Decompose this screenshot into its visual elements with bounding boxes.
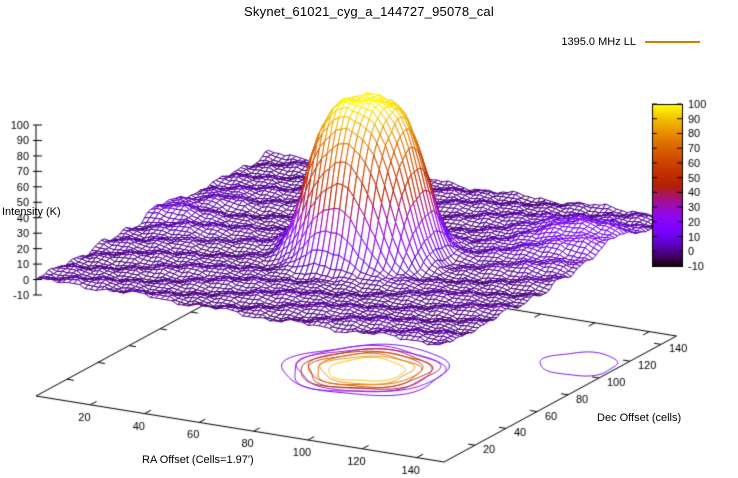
z-axis-label: Intensity (K)	[2, 206, 61, 218]
plot-title: Skynet_61021_cyg_a_144727_95078_cal	[244, 4, 494, 19]
y-axis-label: Dec Offset (cells)	[597, 412, 682, 424]
legend-series-label: 1395.0 MHz LL	[561, 36, 636, 48]
x-axis-label: RA Offset (Cells=1.97')	[142, 454, 254, 466]
legend: 1395.0 MHz LL	[561, 36, 700, 48]
legend-line-sample	[645, 41, 700, 43]
